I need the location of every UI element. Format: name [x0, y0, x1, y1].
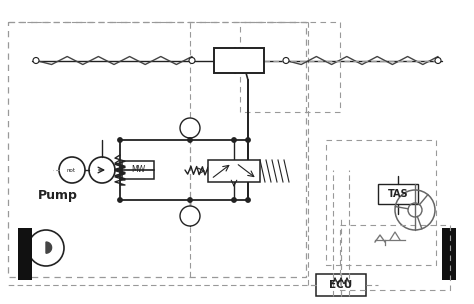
Circle shape	[435, 57, 441, 64]
Circle shape	[188, 138, 192, 142]
Circle shape	[232, 138, 236, 142]
Bar	[378, 184, 418, 204]
Circle shape	[283, 57, 289, 64]
Bar	[240, 22, 340, 112]
Circle shape	[118, 138, 122, 142]
Circle shape	[189, 57, 195, 64]
Circle shape	[118, 198, 122, 202]
Bar	[18, 228, 32, 280]
Circle shape	[89, 157, 115, 183]
Bar	[122, 161, 154, 179]
Bar	[8, 22, 306, 277]
Bar	[316, 274, 366, 296]
Bar	[442, 228, 456, 280]
Polygon shape	[46, 242, 52, 253]
Circle shape	[33, 57, 39, 64]
Text: J: J	[189, 123, 191, 133]
Text: ECU: ECU	[329, 280, 353, 290]
Bar	[326, 140, 436, 265]
Bar	[214, 48, 264, 73]
Circle shape	[28, 230, 64, 266]
Text: TAS: TAS	[388, 189, 408, 199]
Circle shape	[246, 198, 250, 202]
Text: P: P	[187, 212, 192, 220]
Text: MW: MW	[131, 165, 145, 174]
Bar	[208, 160, 260, 182]
Circle shape	[180, 206, 200, 226]
Text: Pump: Pump	[38, 189, 78, 202]
Circle shape	[188, 198, 192, 202]
Circle shape	[246, 138, 250, 142]
Circle shape	[232, 198, 236, 202]
Text: not: not	[66, 168, 75, 172]
Circle shape	[180, 118, 200, 138]
Bar	[340, 225, 450, 290]
Circle shape	[59, 157, 85, 183]
